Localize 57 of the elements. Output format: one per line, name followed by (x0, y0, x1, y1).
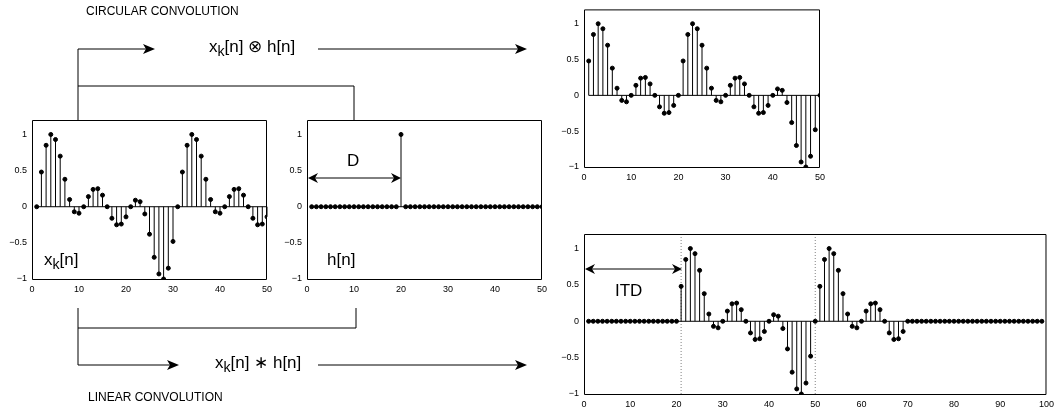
x-tick-label: 40 (489, 283, 501, 294)
annotation: D (346, 151, 361, 171)
x-tick-label: 0 (581, 171, 587, 182)
x-tick-label: 20 (395, 283, 407, 294)
y-tick-label: −0.5 (561, 352, 579, 363)
x-tick-label: 50 (261, 283, 273, 294)
x-tick-label: 40 (763, 398, 774, 409)
y-tick-label: 0.5 (566, 279, 579, 290)
annotation: x$_{k}$[n] (43, 250, 80, 273)
x-tick-label: 50 (810, 398, 821, 409)
x-tick-label: 60 (856, 398, 867, 409)
x-tick-label: 90 (995, 398, 1006, 409)
x-tick-label: 50 (814, 171, 826, 182)
y-tick-label: 0.5 (289, 165, 302, 176)
y-tick-label: −0.5 (9, 237, 27, 248)
y-tick-label: −1 (16, 273, 27, 284)
x-tick-label: 10 (626, 171, 637, 182)
x-tick-label: 80 (948, 398, 959, 409)
y-tick-label: 0.5 (566, 54, 579, 65)
y-tick-label: 0 (296, 201, 302, 212)
x-tick-label: 30 (442, 283, 454, 294)
y-tick-label: 0.5 (14, 165, 27, 176)
x-tick-label: 100 (1038, 398, 1055, 409)
x-tick-label: 40 (767, 171, 778, 182)
x-tick-label: 40 (214, 283, 226, 294)
text: x$_{k}$[n] ∗ h[n] (213, 352, 304, 376)
y-tick-label: −0.5 (561, 125, 579, 136)
x-tick-label: 30 (720, 171, 731, 182)
x-tick-label: 10 (625, 398, 636, 409)
y-tick-label: 1 (296, 128, 302, 139)
x-tick-label: 0 (304, 283, 310, 294)
x-tick-label: 70 (902, 398, 913, 409)
y-tick-label: 0 (573, 89, 579, 100)
text: x$_{k}$[n] ⊗ h[n] (207, 36, 298, 60)
y-tick-label: −1 (568, 388, 579, 399)
y-tick-label: 1 (21, 128, 27, 139)
y-tick-label: 0 (21, 201, 27, 212)
y-tick-label: −1 (291, 273, 302, 284)
x-tick-label: 50 (536, 283, 548, 294)
text: CIRCULAR CONVOLUTION (85, 4, 240, 18)
x-tick-label: 20 (671, 398, 682, 409)
y-tick-label: 1 (573, 243, 579, 254)
x-tick-label: 10 (73, 283, 85, 294)
x-tick-label: 30 (717, 398, 728, 409)
x-tick-label: 20 (673, 171, 684, 182)
y-tick-label: 1 (573, 18, 579, 29)
text: LINEAR CONVOLUTION (87, 390, 224, 404)
x-tick-label: 10 (348, 283, 360, 294)
x-tick-label: 0 (29, 283, 35, 294)
x-tick-label: 0 (581, 398, 587, 409)
y-tick-label: 0 (573, 315, 579, 326)
annotation: h[n] (326, 250, 357, 270)
y-tick-label: −0.5 (284, 237, 302, 248)
x-tick-label: 30 (167, 283, 179, 294)
annotation: ITD (613, 281, 645, 301)
y-tick-label: −1 (568, 161, 579, 172)
x-tick-label: 20 (120, 283, 132, 294)
